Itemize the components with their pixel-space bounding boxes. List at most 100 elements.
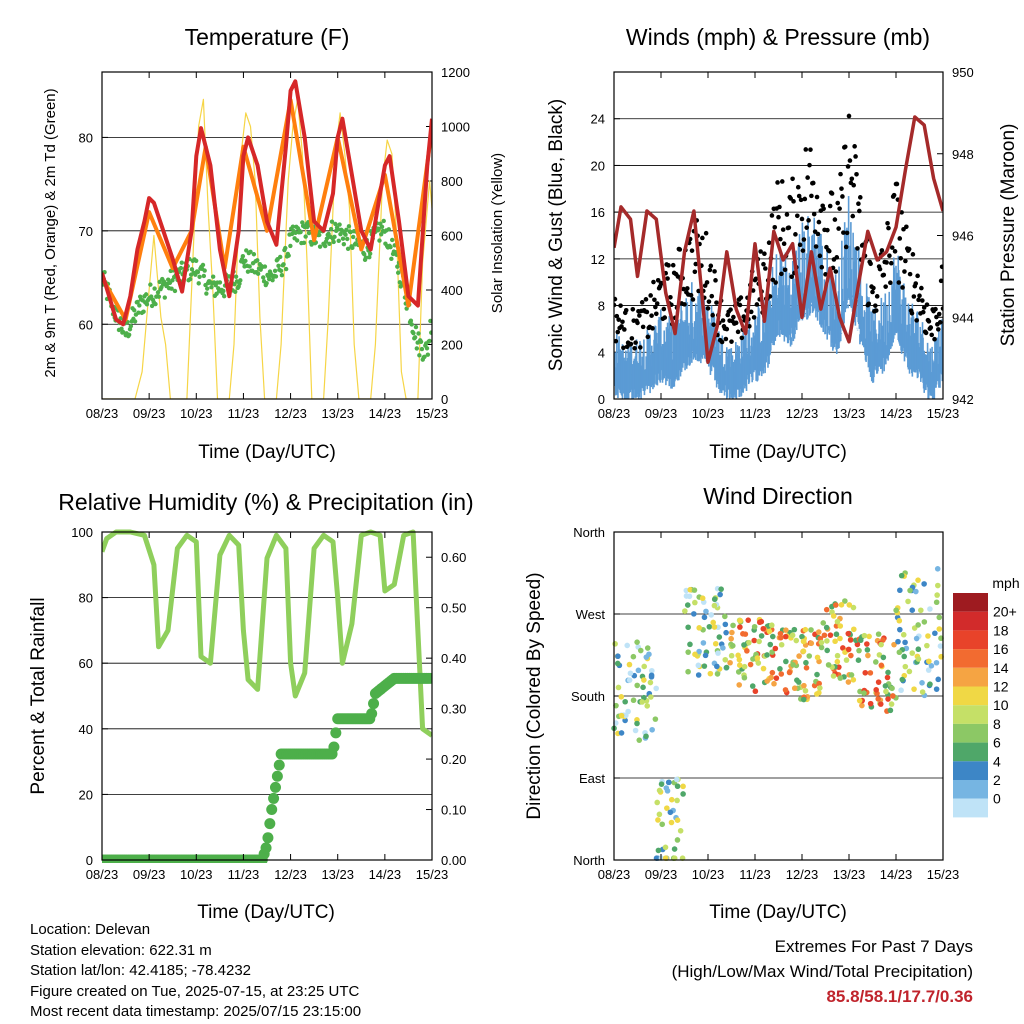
gust-point <box>798 197 804 203</box>
gust-point <box>763 266 768 271</box>
dewpoint-point <box>419 346 425 352</box>
gust-point <box>855 246 860 251</box>
x-tick-label: 08/23 <box>598 867 631 882</box>
direction-point <box>692 651 698 658</box>
direction-point <box>778 634 784 641</box>
direction-point <box>701 663 708 669</box>
x-tick-label: 09/23 <box>645 406 678 421</box>
direction-point <box>615 653 621 660</box>
direction-point <box>685 624 691 631</box>
dewpoint-point <box>286 253 291 258</box>
gust-point <box>723 336 729 342</box>
dewpoint-point <box>317 244 323 249</box>
gust-point <box>712 269 717 274</box>
gust-point <box>773 280 778 285</box>
direction-point <box>691 587 698 593</box>
direction-point <box>702 652 709 659</box>
gust-point <box>838 171 843 177</box>
gust-point <box>767 294 773 299</box>
gust-point <box>849 176 855 182</box>
gust-point <box>628 341 634 347</box>
dewpoint-point <box>427 338 432 344</box>
y2-tick-label: 946 <box>952 229 974 244</box>
dewpoint-point <box>416 331 421 336</box>
colorbar-swatch <box>953 705 988 724</box>
direction-point <box>913 588 919 595</box>
dewpoint-point <box>362 251 367 257</box>
direction-point <box>790 662 796 668</box>
gust-point <box>793 232 798 237</box>
gust-point <box>902 269 907 274</box>
direction-point <box>909 607 916 613</box>
x-tick-label: 11/23 <box>228 867 260 882</box>
gust-point <box>804 225 809 230</box>
gust-point <box>800 248 806 253</box>
direction-point <box>864 647 871 653</box>
dewpoint-point <box>149 294 154 299</box>
humidity-x-label: Time (Day/UTC) <box>197 902 335 923</box>
direction-point <box>936 614 943 621</box>
direction-point <box>861 632 868 639</box>
x-tick-label: 14/23 <box>880 406 913 421</box>
direction-point <box>747 661 754 668</box>
gust-point <box>637 313 642 318</box>
direction-point <box>668 796 675 803</box>
dewpoint-point <box>298 229 303 235</box>
gust-point <box>839 186 844 191</box>
precip-point <box>271 770 283 782</box>
gust-point <box>920 309 926 315</box>
dewpoint-point <box>264 280 269 286</box>
gust-point <box>728 307 733 312</box>
dewpoint-point <box>233 274 239 279</box>
direction-point <box>927 606 933 612</box>
direction-point <box>799 633 805 640</box>
direction-point <box>777 666 783 672</box>
direction-point <box>727 659 733 666</box>
direction-point <box>662 844 669 851</box>
direction-point <box>851 626 857 633</box>
dewpoint-point <box>376 226 381 231</box>
precip-point <box>268 792 280 804</box>
gust-point <box>799 216 805 222</box>
precip-point <box>262 832 274 844</box>
direction-point <box>658 781 665 787</box>
gust-point <box>778 236 783 242</box>
x-tick-label: 12/23 <box>274 406 307 421</box>
gust-point <box>857 195 863 200</box>
direction-point <box>919 689 926 695</box>
y2-tick-label: 1000 <box>441 120 470 135</box>
direction-point <box>722 656 729 663</box>
wind-direction-panel: Wind Direction Direction (Colored By Spe… <box>524 483 1020 923</box>
dewpoint-point <box>327 241 332 247</box>
direction-point <box>938 635 944 642</box>
direction-point <box>674 817 681 824</box>
gust-point <box>797 242 803 248</box>
extremes-title: Extremes For Past 7 Days <box>774 937 973 956</box>
direction-point <box>808 640 815 647</box>
direction-point <box>801 682 807 689</box>
dewpoint-point <box>141 309 146 314</box>
x-tick-label: 13/23 <box>321 406 354 421</box>
direction-point <box>823 624 830 631</box>
gust-point <box>645 334 651 340</box>
y-tick-label: 12 <box>591 252 605 267</box>
gust-point <box>826 248 832 254</box>
direction-point <box>755 660 762 666</box>
dewpoint-point <box>273 274 279 279</box>
direction-point <box>641 663 648 670</box>
gust-point <box>618 303 623 308</box>
direction-point <box>803 659 809 666</box>
gust-point <box>854 171 859 177</box>
gust-point <box>894 181 900 187</box>
direction-point <box>758 618 765 625</box>
x-tick-label: 13/23 <box>321 867 354 882</box>
recent-timestamp: Most recent data timestamp: 2025/07/15 2… <box>30 1003 362 1020</box>
direction-point <box>626 661 633 668</box>
direction-point <box>760 625 767 632</box>
temp-9m-series-line <box>102 98 432 322</box>
gust-point <box>639 300 645 305</box>
dewpoint-point <box>210 274 216 279</box>
direction-point <box>736 662 743 669</box>
direction-point <box>800 648 807 654</box>
colorbar-label: 12 <box>993 679 1009 695</box>
